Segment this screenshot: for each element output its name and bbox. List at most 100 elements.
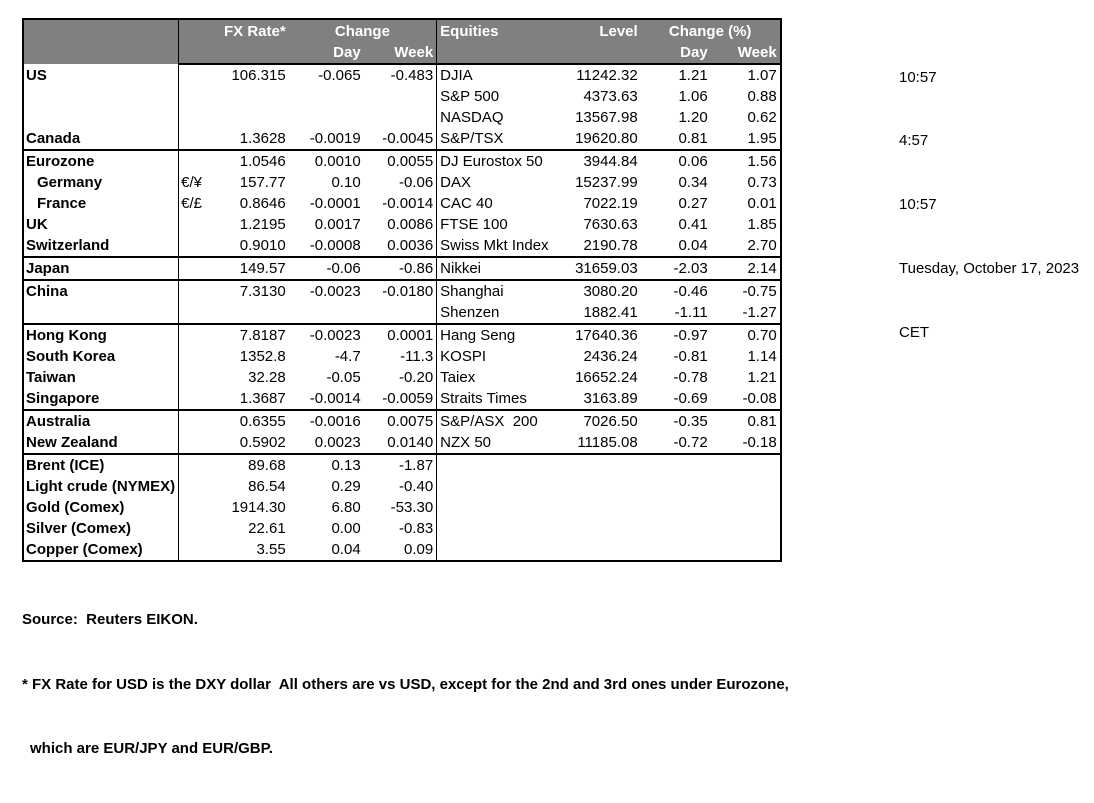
fx-rate-value: 0.8646 [239, 195, 286, 212]
fx-pair-label [179, 497, 213, 518]
table-row: South Korea 1352.8 -4.7 -11.3 KOSPI 2436.24 -0… [23, 346, 781, 367]
table-row: Copper (Comex) 3.55 0.04 0.09 [23, 539, 781, 561]
fx-country-label: Light crude (NYMEX) [23, 476, 180, 497]
table-row: Australia 0.6355 -0.0016 0.0075 S&P/ASX 200 7… [23, 409, 781, 432]
header-spacer-eq [436, 42, 570, 65]
table-row: NASDAQ 13567.98 1.20 0.62 [23, 107, 781, 128]
equity-week-change: 0.73 [747, 174, 777, 191]
equity-day-change [641, 539, 711, 561]
equity-week-change: 2.14 [710, 256, 781, 280]
fx-week-change [363, 107, 438, 128]
footnote-line-2: which are EUR/JPY and EUR/GBP. [30, 740, 273, 757]
table-row: Light crude (NYMEX) 86.54 0.29 -0.40 [23, 476, 781, 497]
fx-week-change: 0.0055 [363, 149, 438, 172]
equity-level: 13567.98 [575, 109, 638, 126]
fx-week-change: -0.0014 [363, 193, 438, 214]
equity-level: 15237.99 [575, 174, 638, 191]
equity-name [437, 497, 570, 518]
fx-day-change: 0.04 [331, 541, 361, 558]
fx-day-change: 0.29 [331, 478, 361, 495]
equity-week-change: 0.62 [747, 109, 777, 126]
fx-week-change: 0.0140 [363, 432, 438, 454]
table-row: France €/£ 0.8646 -0.0001 -0.0014 CAC 40 7022.… [23, 193, 781, 214]
time-1: 10:57 [899, 68, 937, 86]
fx-country-label: Silver (Comex) [23, 518, 180, 539]
equity-level: 7026.50 [569, 409, 641, 432]
equity-day-change: 0.06 [640, 149, 711, 172]
fx-week-change: -0.83 [363, 518, 438, 539]
equity-day-change [641, 497, 711, 518]
fx-rate-value: 86.54 [248, 478, 286, 495]
fx-week-change [363, 302, 438, 324]
table-row: Japan 149.57 -0.06 -0.86 Nikkei 31659.03 -2.03… [23, 256, 781, 280]
equity-level: 31659.03 [569, 256, 641, 280]
fx-week-change: 0.0001 [363, 323, 438, 346]
fx-week-change: -0.0180 [363, 279, 438, 302]
equity-level: 11242.32 [576, 67, 638, 84]
fx-day-change: -0.0016 [288, 409, 364, 432]
fx-country-label: Australia [23, 409, 180, 432]
table-row: New Zealand 0.5902 0.0023 0.0140 NZX 50 11185… [23, 432, 781, 454]
fx-pair-label [179, 235, 213, 257]
equity-level: 16652.24 [575, 369, 638, 386]
fx-country-label: Germany [23, 172, 180, 193]
equity-day-change: -0.72 [673, 434, 708, 451]
fx-rate-value: 1.0546 [212, 149, 289, 172]
equity-name [437, 476, 570, 497]
footnote-line-1: * FX Rate for USD is the DXY dollar All … [22, 675, 789, 693]
equity-name: CAC 40 [440, 195, 493, 212]
fx-week-change: 0.09 [363, 539, 438, 561]
fx-pair-label [179, 128, 213, 150]
equity-day-change: -0.46 [640, 279, 711, 302]
fx-pair-label [179, 64, 213, 86]
equity-name: S&P 500 [440, 88, 500, 105]
equity-week-change: 0.01 [747, 195, 777, 212]
equity-day-change: 0.81 [678, 130, 708, 147]
date-line: Tuesday, October 17, 2023 [899, 260, 1080, 278]
equity-level [570, 497, 641, 518]
fx-rate-value [213, 107, 289, 128]
equity-level: 2190.78 [583, 237, 638, 254]
equity-week-change: 1.95 [747, 130, 777, 147]
equity-name [436, 453, 570, 476]
fx-country-label: China [23, 279, 180, 302]
equity-day-change: -0.35 [640, 409, 711, 432]
header-day-eq: Day [640, 42, 711, 65]
fx-pair-label [179, 518, 213, 539]
equity-day-change: 0.41 [678, 216, 708, 233]
fx-pair-label [179, 367, 213, 388]
table-body: US 106.315 -0.065 -0.483 DJIA 11242.32 1.21 1.0… [23, 64, 781, 561]
equity-level: 11185.08 [577, 434, 638, 451]
fx-country-label [23, 86, 180, 107]
header-day-fx: Day [288, 42, 364, 65]
fx-country-label: Copper (Comex) [23, 539, 180, 561]
fx-pair-label [179, 388, 213, 410]
equity-week-change [711, 518, 781, 539]
fx-rate-value: 106.315 [231, 67, 286, 84]
fx-day-change: 0.0010 [288, 149, 364, 172]
fx-rate-value: 7.8187 [212, 323, 289, 346]
fx-day-change: -0.05 [326, 369, 361, 386]
header-equities: Equities [436, 19, 570, 42]
equity-week-change: 0.70 [710, 323, 781, 346]
equity-day-change: 0.34 [678, 174, 708, 191]
equity-level: 19620.80 [575, 130, 638, 147]
header-fx-rate: FX Rate* [178, 19, 289, 42]
fx-country-label: Taiwan [23, 367, 180, 388]
fx-day-change: 0.10 [331, 174, 361, 191]
fx-day-change: -0.0014 [309, 390, 361, 407]
fx-pair-label [178, 256, 213, 280]
fx-country-label: New Zealand [23, 432, 180, 454]
fx-rate-value: 157.77 [239, 174, 286, 191]
header-week-eq: Week [710, 42, 781, 65]
equity-level: 3163.89 [583, 390, 638, 407]
footer-notes: Source: Reuters EIKON. * FX Rate for USD… [22, 566, 789, 803]
fx-pair-label [179, 302, 213, 324]
equity-name: Straits Times [440, 390, 527, 407]
equity-level [570, 539, 641, 561]
fx-country-label: Singapore [23, 388, 180, 410]
header-row-2: Day Week Day Week [23, 42, 781, 65]
equity-day-change: 0.27 [678, 195, 708, 212]
table-row: Germany €/¥ 157.77 0.10 -0.06 DAX 15237.99 0.34… [23, 172, 781, 193]
fx-country-label: Japan [23, 256, 180, 280]
